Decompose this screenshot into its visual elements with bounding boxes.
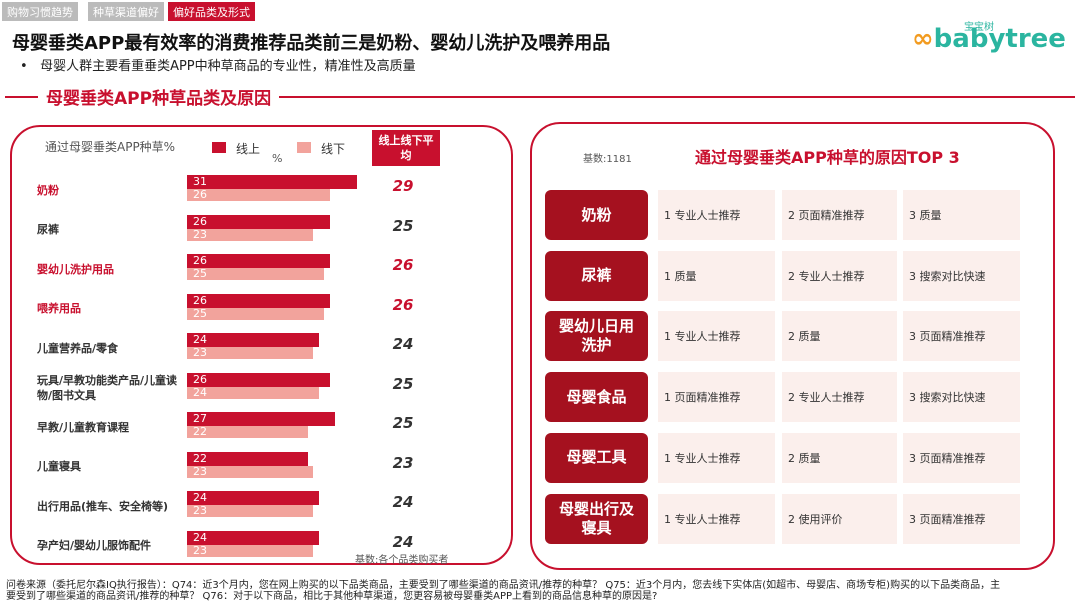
bar: 26 bbox=[187, 372, 330, 387]
bar: 24 bbox=[187, 530, 319, 545]
legend-label: 线上 bbox=[236, 142, 261, 156]
row-label: 尿裤 bbox=[545, 250, 648, 301]
bar: 25 bbox=[187, 268, 325, 280]
base-note: 基数:1181 bbox=[583, 154, 632, 165]
divider bbox=[5, 96, 1075, 98]
category-label: 孕产妇/婴幼儿服饰配件 bbox=[37, 539, 152, 552]
average-value: 25 bbox=[392, 216, 414, 235]
category-label: 婴幼儿洗护用品 bbox=[37, 262, 114, 276]
bar: 26 bbox=[187, 293, 330, 308]
category-label: 出行用品(推车、安全椅等) bbox=[37, 499, 169, 513]
row-label: 母婴食品 bbox=[545, 372, 648, 423]
bullet: • 母婴人群主要看重垂类APP中种草商品的专业性，精准性及高质量 bbox=[20, 59, 416, 74]
average-value: 24 bbox=[392, 335, 414, 353]
bullet-text: 母婴人群主要看重垂类APP中种草商品的专业性，精准性及高质量 bbox=[40, 59, 416, 74]
average-value: 29 bbox=[392, 177, 414, 195]
tab[interactable]: 偏好品类及形式 bbox=[168, 2, 255, 21]
reason-cell: 1 专业人士推荐 bbox=[658, 190, 775, 240]
reason-cell: 2 专业人士推荐 bbox=[782, 250, 897, 301]
logo-cn: 宝宝树 bbox=[964, 22, 994, 33]
category-label: 尿裤 bbox=[37, 223, 59, 236]
logo-text: babytree bbox=[933, 24, 1066, 54]
reason-cell: 3 页面精准推荐 bbox=[903, 493, 1020, 544]
reason-cell: 2 质量 bbox=[782, 311, 897, 362]
bar: 23 bbox=[187, 465, 314, 478]
reason-cell: 1 页面精准推荐 bbox=[658, 372, 775, 423]
reason-cell: 3 质量 bbox=[903, 190, 1020, 240]
average-value: 24 bbox=[392, 493, 414, 511]
section-title: 母婴垂类APP种草品类及原因 bbox=[38, 84, 280, 109]
category-label: 奶粉 bbox=[37, 183, 59, 197]
bar: 24 bbox=[187, 333, 319, 347]
category-label: 儿童营养品/零食 bbox=[37, 341, 119, 355]
average-value: 26 bbox=[392, 295, 414, 314]
category-label: 儿童寝具 bbox=[37, 460, 81, 473]
reason-cell: 3 搜索对比快速 bbox=[903, 250, 1020, 301]
legend-label: 线下 bbox=[321, 142, 346, 156]
reason-cell: 1 专业人士推荐 bbox=[658, 493, 775, 544]
chart-title: 通过母婴垂类APP种草% bbox=[45, 140, 176, 154]
bar: 26 bbox=[187, 214, 330, 229]
legend-swatch bbox=[297, 142, 311, 153]
category-label: 喂养用品 bbox=[37, 302, 81, 315]
bar: 25 bbox=[187, 307, 325, 320]
bar: 24 bbox=[187, 491, 319, 505]
reason-cell: 1 专业人士推荐 bbox=[658, 311, 775, 362]
footer: 问卷来源（委托尼尔森IQ执行报告）：Q74：近3个月内，您在网上购买的以下品类商… bbox=[6, 580, 1001, 602]
reasons-title: 通过母婴垂类APP种草的原因TOP 3 bbox=[695, 148, 960, 167]
average-value: 25 bbox=[392, 414, 414, 432]
category-label: 玩具/早教功能类产品/儿童读物/图书文具 bbox=[37, 373, 178, 402]
chart-panel bbox=[10, 125, 513, 565]
bar: 22 bbox=[187, 426, 308, 438]
bar: 22 bbox=[187, 451, 308, 466]
reason-cell: 3 页面精准推荐 bbox=[903, 432, 1020, 483]
reason-cell: 3 搜索对比快速 bbox=[903, 372, 1020, 423]
reason-cell: 1 专业人士推荐 bbox=[658, 432, 775, 483]
tab[interactable]: 购物习惯趋势 bbox=[2, 2, 78, 21]
average-header: 线上线下平均 bbox=[372, 130, 440, 166]
bar: 23 bbox=[187, 228, 314, 241]
row-label: 母婴工具 bbox=[545, 432, 648, 483]
average-value: 25 bbox=[392, 374, 414, 393]
bar: 23 bbox=[187, 347, 314, 359]
reason-cell: 1 质量 bbox=[658, 250, 775, 301]
bar: 26 bbox=[187, 189, 330, 201]
bar: 27 bbox=[187, 412, 336, 426]
bar: 23 bbox=[187, 505, 314, 517]
row-label: 奶粉 bbox=[545, 190, 648, 240]
bar: 23 bbox=[187, 544, 314, 557]
reason-cell: 2 使用评价 bbox=[782, 493, 897, 544]
logo: ∞babytree bbox=[912, 24, 1066, 54]
reason-cell: 2 专业人士推荐 bbox=[782, 372, 897, 423]
average-value: 24 bbox=[392, 532, 414, 551]
chart: 通过母婴垂类APP种草% 线上 线下% 线上线下平均 奶粉 31 26 29 尿裤 26 23 25 婴… bbox=[0, 0, 520, 608]
tab[interactable]: 种草渠道偏好 bbox=[88, 2, 164, 21]
bar: 31 bbox=[187, 175, 357, 189]
reason-cell: 3 页面精准推荐 bbox=[903, 311, 1020, 362]
reason-cell: 2 质量 bbox=[782, 432, 897, 483]
legend-swatch bbox=[212, 142, 226, 153]
bar: 24 bbox=[187, 386, 319, 399]
category-label: 早教/儿童教育课程 bbox=[37, 420, 130, 434]
row-label: 婴幼儿日用洗护 bbox=[545, 311, 648, 362]
title: 母婴垂类APP最有效率的消费推荐品类前三是奶粉、婴幼儿洗护及喂养用品 bbox=[12, 33, 611, 54]
base-note: 基数:各个品类购买者 bbox=[355, 555, 449, 566]
unit: % bbox=[272, 152, 283, 165]
reason-cell: 2 页面精准推荐 bbox=[782, 190, 897, 240]
average-value: 23 bbox=[392, 453, 414, 472]
bar: 26 bbox=[187, 254, 330, 268]
reasons-panel bbox=[530, 122, 1055, 570]
row-label: 母婴出行及寝具 bbox=[545, 493, 648, 544]
average-value: 26 bbox=[392, 256, 414, 274]
